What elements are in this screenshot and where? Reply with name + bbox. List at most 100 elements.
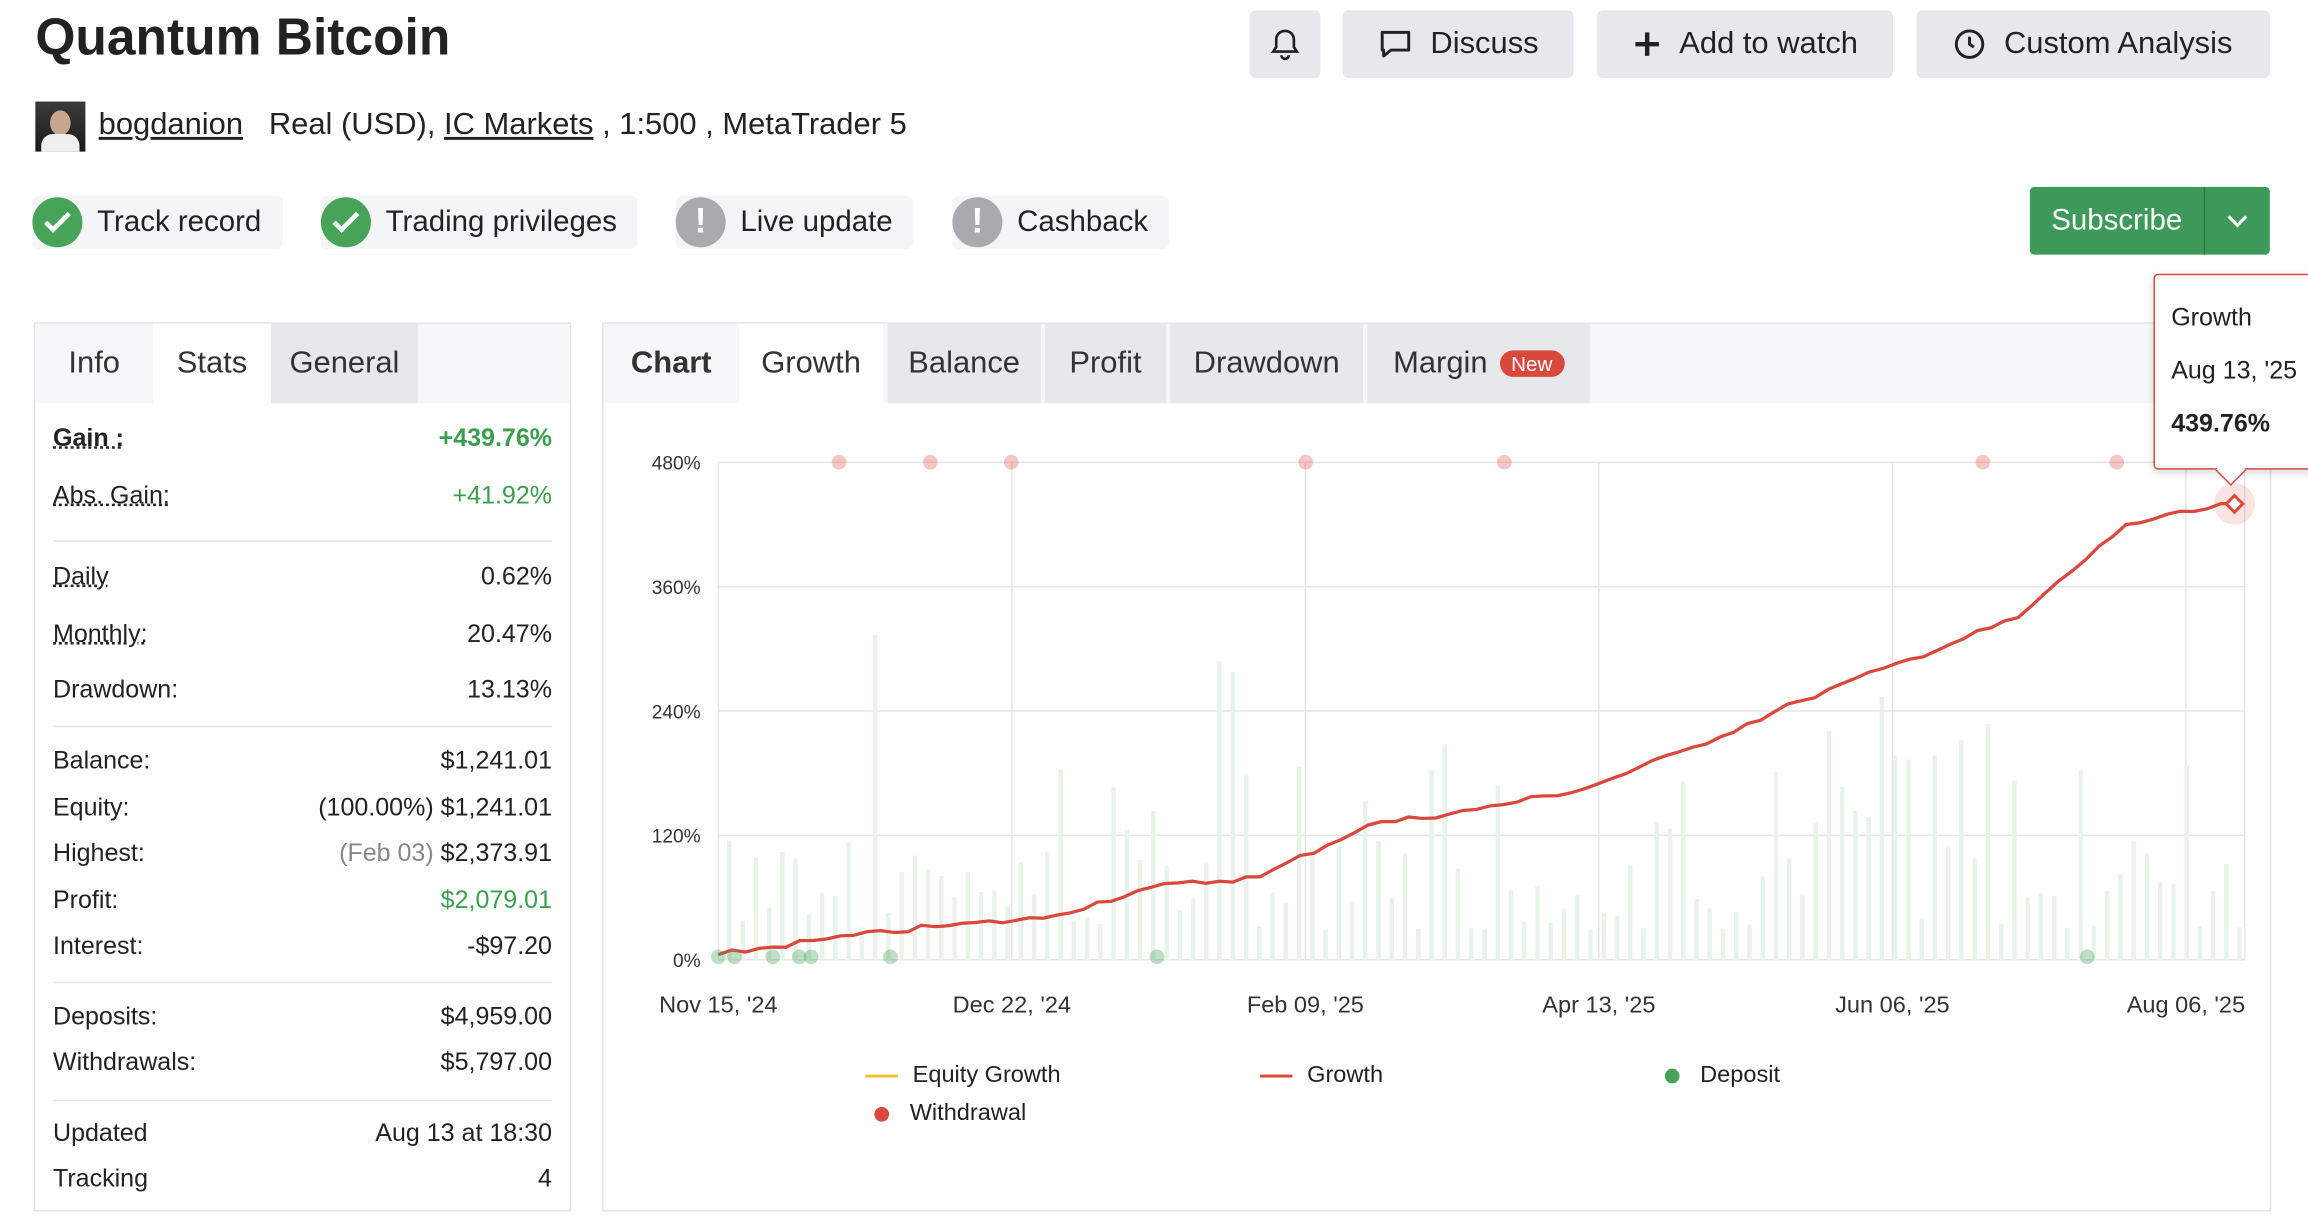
growth-series-line[interactable] xyxy=(717,501,2235,957)
badge-live-update[interactable]: ! Live update xyxy=(675,195,914,249)
activity-bar xyxy=(1257,925,1262,960)
withdrawal-marker[interactable] xyxy=(1497,454,1512,470)
highest-date: (Feb 03) xyxy=(339,839,434,868)
tab-stats[interactable]: Stats xyxy=(153,323,271,404)
activity-bar xyxy=(1707,908,1712,960)
activity-bar xyxy=(859,927,865,960)
plus-icon xyxy=(1635,32,1659,56)
activity-bar xyxy=(1058,769,1063,960)
activity-bar xyxy=(1270,892,1275,960)
growth-last-point[interactable] xyxy=(2224,493,2245,515)
deposit-marker[interactable] xyxy=(1149,949,1165,965)
activity-bar xyxy=(1694,899,1699,960)
activity-bar xyxy=(2210,890,2216,960)
interest-value: -$97.20 xyxy=(467,931,552,960)
deposit-marker[interactable] xyxy=(727,949,742,965)
deposit-marker[interactable] xyxy=(803,949,819,965)
gain-value: +439.76% xyxy=(438,423,552,452)
x-tick-label: Jun 06, '25 xyxy=(1835,992,1949,1018)
activity-bar xyxy=(1787,858,1792,960)
new-badge: New xyxy=(1499,350,1565,377)
activity-bar xyxy=(2144,853,2150,960)
legend-growth[interactable]: Growth xyxy=(1260,1063,1383,1089)
y-tick-label: 120% xyxy=(652,827,701,848)
tab-balance[interactable]: Balance xyxy=(887,323,1041,404)
legend-withdrawal[interactable]: Withdrawal xyxy=(874,1101,1026,1127)
badge-trading-privileges[interactable]: Trading privileges xyxy=(320,195,638,249)
notify-button[interactable] xyxy=(1249,10,1321,79)
subscribe-button[interactable]: Subscribe xyxy=(2029,186,2270,255)
activity-bar xyxy=(1455,868,1461,960)
tab-info[interactable]: Info xyxy=(35,323,154,404)
badge-cashback[interactable]: ! Cashback xyxy=(952,195,1169,249)
activity-bar xyxy=(1998,924,2004,960)
exclamation-icon: ! xyxy=(952,197,1003,248)
tab-chart[interactable]: Chart xyxy=(603,323,739,404)
activity-bar xyxy=(1336,846,1341,960)
deposit-marker[interactable] xyxy=(883,949,898,965)
tab-drawdown[interactable]: Drawdown xyxy=(1170,323,1364,404)
activity-bar xyxy=(1376,841,1381,960)
activity-bar xyxy=(1071,920,1077,960)
withdrawal-marker[interactable] xyxy=(922,454,938,470)
withdrawal-marker[interactable] xyxy=(1298,454,1314,470)
tab-growth[interactable]: Growth xyxy=(738,323,884,404)
activity-bar xyxy=(965,871,971,960)
activity-bar xyxy=(780,851,785,960)
check-icon xyxy=(32,197,83,248)
activity-bar xyxy=(1773,771,1779,960)
deposit-marker[interactable] xyxy=(791,949,807,965)
badge-track-record[interactable]: Track record xyxy=(32,195,282,249)
tab-margin[interactable]: Margin New xyxy=(1367,323,1590,404)
activity-bar xyxy=(1389,898,1394,960)
abs-gain-label: Abs. Gain: xyxy=(52,481,170,510)
activity-bar xyxy=(899,871,904,960)
activity-bar xyxy=(2012,780,2017,960)
x-tick-label: Apr 13, '25 xyxy=(1542,992,1655,1018)
highest-value: $2,373.91 xyxy=(440,839,552,868)
withdrawal-marker[interactable] xyxy=(831,454,847,470)
withdrawal-marker[interactable] xyxy=(1975,454,1991,470)
withdrawal-marker[interactable] xyxy=(1003,454,1019,470)
activity-bar xyxy=(727,841,732,960)
tab-general[interactable]: General xyxy=(270,323,419,404)
comment-icon xyxy=(1380,30,1410,58)
balance-label: Balance: xyxy=(52,746,151,775)
user-link[interactable]: bogdanion xyxy=(98,107,244,142)
discuss-button[interactable]: Discuss xyxy=(1342,10,1574,79)
deposit-marker[interactable] xyxy=(2079,949,2095,965)
add-to-watch-button[interactable]: Add to watch xyxy=(1597,10,1893,79)
custom-analysis-button[interactable]: Custom Analysis xyxy=(1916,10,2270,79)
growth-chart[interactable]: 0% 120% 240% 360% 480% Nov 15, '24 Dec 22, '24… xyxy=(604,412,2270,1207)
deposit-marker[interactable] xyxy=(765,949,781,965)
activity-bar xyxy=(1349,901,1355,960)
drawdown-label: Drawdown: xyxy=(52,675,179,704)
activity-bar xyxy=(1681,781,1686,960)
activity-bar xyxy=(1177,910,1183,960)
activity-bar xyxy=(1323,929,1328,960)
chevron-down-icon[interactable] xyxy=(2205,213,2270,228)
activity-bar xyxy=(1243,775,1249,960)
legend-equity-growth[interactable]: Equity Growth xyxy=(865,1063,1061,1089)
deposit-marker[interactable] xyxy=(710,949,726,965)
activity-bar xyxy=(1495,785,1500,960)
tab-profit[interactable]: Profit xyxy=(1045,323,1166,404)
daily-value: 0.62% xyxy=(481,562,552,591)
legend-deposit[interactable]: Deposit xyxy=(1664,1063,1780,1089)
avatar[interactable] xyxy=(35,101,86,152)
activity-bar xyxy=(1535,886,1540,960)
y-tick-label: 240% xyxy=(652,702,701,723)
withdrawal-marker[interactable] xyxy=(2109,454,2125,470)
activity-bar xyxy=(1826,731,1832,960)
activity-bar xyxy=(1892,755,1898,960)
activity-bar xyxy=(766,907,772,960)
updated-label: Updated xyxy=(52,1118,148,1147)
activity-bar xyxy=(1853,811,1858,960)
broker-link[interactable]: IC Markets xyxy=(444,107,594,142)
activity-bar xyxy=(793,858,798,960)
activity-bar xyxy=(2038,893,2044,960)
activity-bar xyxy=(1734,911,1739,960)
custom-analysis-label: Custom Analysis xyxy=(2003,26,2233,61)
activity-bar xyxy=(1548,922,1553,960)
activity-bar xyxy=(1654,822,1659,960)
